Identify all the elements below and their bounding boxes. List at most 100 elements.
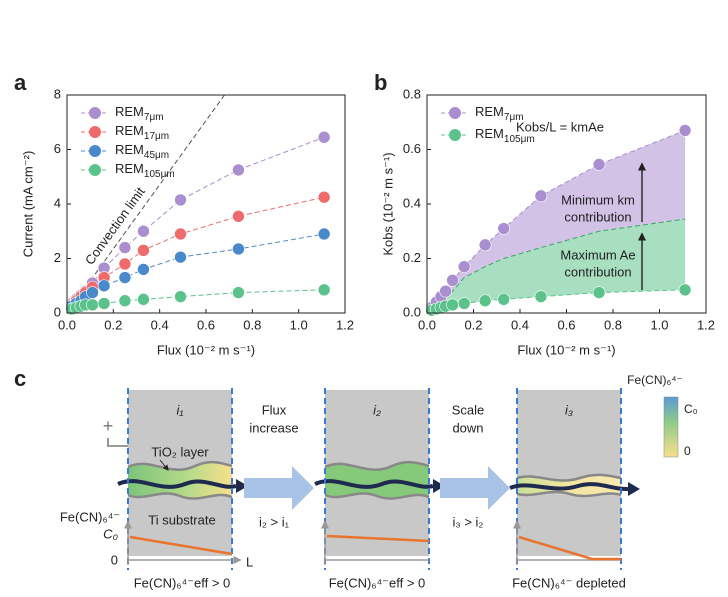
current-label: i₂	[373, 402, 381, 417]
x-axis-label: Flux (10⁻² m s⁻¹)	[157, 342, 255, 357]
colorbar	[663, 396, 679, 458]
flow	[117, 479, 237, 489]
legend-label: REM7μm	[115, 104, 164, 122]
layer-edge	[127, 492, 233, 500]
pore	[517, 474, 621, 496]
layer-label: TiO₂ layer	[151, 444, 209, 459]
point	[118, 257, 132, 271]
plus-sign: +	[103, 416, 114, 436]
step-text: increase	[249, 420, 298, 435]
layer-edge	[516, 473, 622, 482]
point	[174, 227, 187, 241]
legend-label: REM105μm	[115, 161, 175, 179]
point	[86, 298, 99, 312]
y-tick-label: 2	[54, 250, 61, 265]
layer-edge	[516, 490, 622, 498]
pore	[325, 462, 429, 499]
profile	[518, 535, 621, 561]
legend-marker	[89, 126, 101, 138]
equation: Kobs/L = kmAe	[516, 119, 604, 134]
colorbar-title: Fe(CN)₆⁴⁻	[627, 373, 683, 387]
flow	[509, 482, 629, 492]
point	[534, 290, 548, 303]
point	[232, 286, 245, 299]
point	[137, 293, 150, 306]
profile-zero: 0	[111, 552, 118, 567]
reference-label: Convection limit	[82, 184, 148, 267]
step-arrow	[440, 466, 510, 510]
y-axis-label: Current (mA cm⁻²)	[20, 151, 35, 258]
flow-head	[433, 479, 445, 493]
panel-label: c	[14, 366, 26, 391]
layer-edge	[324, 492, 430, 500]
point	[678, 124, 692, 137]
x-tick-label: 1.0	[650, 317, 668, 332]
x-tick-label: 0.2	[104, 317, 122, 332]
point	[118, 271, 132, 284]
point	[232, 242, 245, 256]
pointer	[159, 459, 169, 471]
y-tick-label: 0.2	[403, 250, 421, 265]
step-relation: i₂ > i₁	[259, 514, 290, 529]
point	[86, 286, 99, 299]
panel-caption: Fe(CN)₆⁴⁻eff > 0	[329, 575, 426, 590]
profile-c0: C₀	[103, 526, 118, 541]
point	[97, 279, 111, 293]
x-tick-label: 0.0	[58, 317, 76, 332]
x-tick-label: 1.2	[336, 317, 354, 332]
point	[317, 190, 331, 204]
point	[317, 227, 331, 241]
annotation: contribution	[564, 209, 631, 224]
point	[174, 250, 187, 264]
point	[534, 189, 548, 203]
point	[497, 222, 511, 235]
step-relation: i₃ > i₂	[453, 514, 484, 529]
point	[137, 244, 150, 257]
flow	[314, 479, 434, 489]
y-tick-label: 8	[54, 86, 61, 101]
y-axis-label: Kobs (10⁻² m s⁻¹)	[380, 152, 395, 255]
current-label: i₁	[177, 402, 184, 417]
legend-label: REM17μm	[115, 123, 169, 141]
reference-line	[66, 94, 225, 314]
x-tick-label: 1.2	[697, 317, 715, 332]
y-tick-label: 0.0	[403, 304, 421, 319]
layer-edge	[324, 460, 430, 471]
point	[592, 286, 606, 299]
flow-head	[628, 482, 640, 496]
point	[118, 294, 132, 308]
panel-caption: Fe(CN)₆⁴⁻ depleted	[512, 575, 626, 590]
point	[678, 283, 692, 297]
y-tick-label: 0.8	[403, 86, 421, 101]
area	[431, 219, 686, 311]
y-tick-label: 0.6	[403, 141, 421, 156]
legend-label: REM7μm	[475, 104, 524, 122]
x-tick-label: 0.6	[557, 317, 575, 332]
connector	[107, 438, 128, 447]
x-tick-label: 0.8	[604, 317, 622, 332]
x-tick-label: 0.8	[243, 317, 261, 332]
colorbar-min: 0	[684, 444, 691, 458]
legend-marker	[449, 107, 461, 119]
step-text: Scale	[452, 402, 485, 417]
point	[446, 273, 459, 287]
panel-label: a	[14, 70, 27, 95]
point	[137, 263, 150, 276]
profile-axis-label: L	[246, 554, 253, 569]
legend-marker	[89, 164, 101, 176]
profile	[129, 535, 233, 556]
point	[478, 238, 492, 252]
step-text: down	[452, 420, 483, 435]
point	[497, 293, 511, 306]
x-tick-label: 1.0	[290, 317, 308, 332]
legend-label: REM45μm	[115, 142, 169, 160]
x-tick-label: 0.6	[197, 317, 215, 332]
membrane	[517, 390, 621, 556]
legend-marker	[449, 129, 461, 141]
current-label: i₃	[565, 402, 573, 417]
point	[457, 297, 471, 310]
point	[446, 298, 459, 312]
point	[137, 224, 150, 238]
legend-marker	[89, 107, 101, 119]
